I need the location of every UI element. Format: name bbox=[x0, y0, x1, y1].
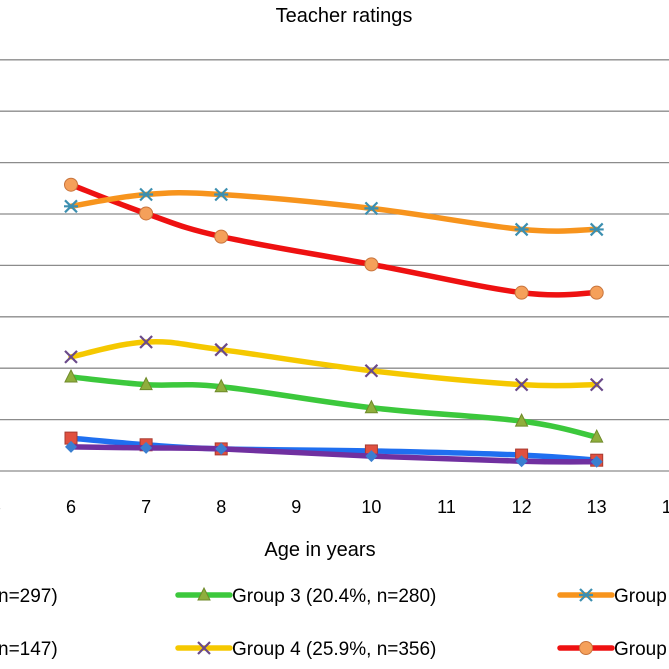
series-group-2-n-147- bbox=[65, 440, 603, 468]
x-tick-label: 6 bbox=[66, 497, 76, 517]
legend-item: n=297) bbox=[0, 586, 58, 607]
x-tick-label: 13 bbox=[587, 497, 607, 517]
data-point-marker bbox=[64, 199, 78, 214]
data-point-marker bbox=[214, 378, 229, 393]
data-point-marker bbox=[514, 222, 529, 237]
series-line bbox=[68, 181, 600, 298]
data-point-marker bbox=[64, 177, 78, 192]
x-tick-label: 9 bbox=[291, 497, 301, 517]
legend-label: Group 3 (20.4%, n=280) bbox=[232, 586, 436, 607]
data-point-marker bbox=[589, 428, 604, 443]
legend-label: n=297) bbox=[0, 586, 58, 607]
legend-label: Group 4 (25.9%, n=356) bbox=[232, 639, 436, 660]
legend-item: Group 3 (20.4%, n=280) bbox=[175, 586, 436, 607]
data-point-marker bbox=[589, 222, 604, 237]
data-point-marker bbox=[515, 455, 528, 468]
legend-marker-icon bbox=[197, 586, 211, 601]
legend-label: Group bbox=[614, 586, 667, 607]
data-point-marker bbox=[139, 206, 154, 221]
series-group-5-orange- bbox=[64, 187, 604, 237]
data-point-marker bbox=[365, 450, 378, 463]
legend-marker-icon bbox=[197, 641, 211, 655]
series-group-3-20-4-n-280- bbox=[64, 368, 604, 443]
data-point-marker bbox=[589, 285, 604, 300]
data-point-marker bbox=[64, 350, 78, 364]
data-point-marker bbox=[364, 257, 379, 272]
data-point-marker bbox=[140, 441, 153, 454]
data-point-marker bbox=[214, 229, 229, 244]
legend-label: n=147) bbox=[0, 639, 58, 660]
data-point-marker bbox=[514, 413, 529, 427]
data-point-marker bbox=[364, 363, 379, 378]
data-point-marker bbox=[514, 285, 529, 300]
legend-item: Group 4 (25.9%, n=356) bbox=[175, 639, 436, 660]
x-tick-label: 14 bbox=[662, 497, 669, 517]
x-tick-label: 7 bbox=[141, 497, 151, 517]
chart-title: Teacher ratings bbox=[276, 5, 413, 27]
series-lines bbox=[64, 177, 604, 468]
data-point-marker bbox=[364, 399, 379, 414]
x-tick-label: 10 bbox=[361, 497, 381, 517]
x-tick-label: 11 bbox=[437, 497, 456, 517]
legend-item: n=147) bbox=[0, 639, 58, 660]
data-point-marker bbox=[64, 368, 78, 383]
x-tick-labels: 5 6 7 8 9 10 11 12 13 14 bbox=[0, 497, 669, 517]
legend: n=297) n=147) Group 3 (20.4%, n=280) Group … bbox=[0, 586, 667, 660]
data-point-marker bbox=[215, 442, 228, 455]
legend-item: Group bbox=[557, 639, 667, 660]
data-point-marker bbox=[65, 440, 77, 453]
x-tick-label: 12 bbox=[512, 497, 532, 517]
x-axis-label: Age in years bbox=[264, 539, 375, 561]
legend-item: Group bbox=[557, 586, 667, 607]
legend-marker-icon bbox=[579, 641, 593, 655]
data-point-marker bbox=[139, 376, 153, 391]
data-point-marker bbox=[214, 187, 229, 202]
legend-label: Group bbox=[614, 639, 667, 660]
data-point-marker bbox=[139, 187, 154, 202]
data-point-marker bbox=[589, 377, 604, 392]
legend-marker-icon bbox=[579, 588, 593, 602]
series-line bbox=[68, 338, 600, 389]
x-tick-label: 5 bbox=[0, 497, 1, 517]
data-point-marker bbox=[590, 455, 603, 468]
series-group-4-25-9-n-356- bbox=[64, 335, 604, 392]
data-point-marker bbox=[139, 335, 153, 349]
data-point-marker bbox=[364, 201, 379, 216]
series-group-6-red- bbox=[64, 177, 604, 300]
data-point-marker bbox=[214, 342, 228, 357]
gridlines bbox=[0, 59, 669, 472]
data-point-marker bbox=[514, 377, 529, 392]
x-tick-label: 8 bbox=[216, 497, 226, 517]
